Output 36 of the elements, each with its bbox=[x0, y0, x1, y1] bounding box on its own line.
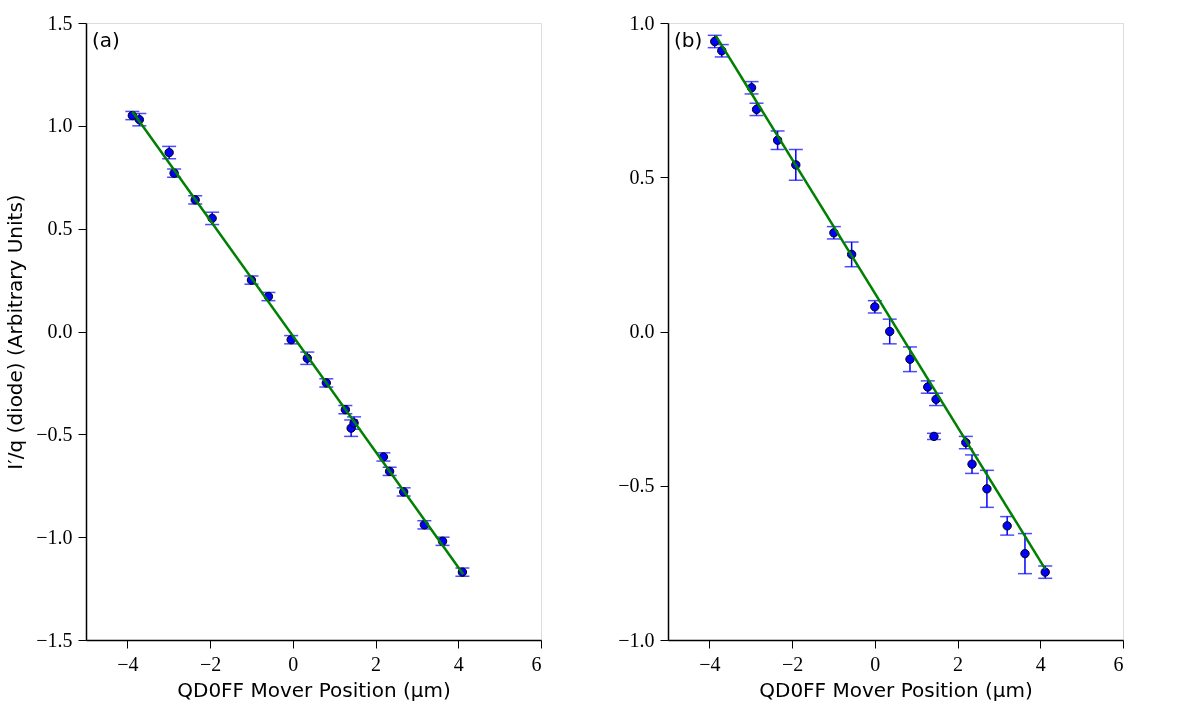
y-tick-label: −1.5 bbox=[36, 628, 73, 651]
point bbox=[929, 431, 939, 442]
y-tick-label: −0.5 bbox=[618, 474, 655, 497]
y-tick-label: 0.0 bbox=[47, 320, 73, 342]
point bbox=[967, 459, 977, 469]
point bbox=[1002, 521, 1012, 531]
y-tick-label: 1.0 bbox=[629, 11, 655, 34]
y-tick-label: −1.0 bbox=[618, 628, 655, 651]
annotation: (b) bbox=[674, 28, 703, 52]
point bbox=[1020, 548, 1030, 559]
x-tick-label: −2 bbox=[781, 652, 804, 675]
x-tick-label: 4 bbox=[453, 652, 464, 675]
x-tick-label: 0 bbox=[870, 652, 881, 675]
x-tick-label: 6 bbox=[1113, 652, 1124, 675]
y-tick-label: 0.0 bbox=[629, 320, 655, 342]
y-tick-label: −1.0 bbox=[36, 525, 73, 548]
x-tick-label: 6 bbox=[531, 652, 542, 675]
y-tick-label: 1.5 bbox=[47, 11, 73, 34]
x-tick-label: −4 bbox=[117, 652, 139, 675]
x-axis-title: QD0FF Mover Position (μm) bbox=[759, 677, 1033, 702]
x-tick-label: 0 bbox=[288, 652, 299, 675]
x-tick-label: 4 bbox=[1035, 652, 1046, 675]
x-tick-label: 2 bbox=[371, 652, 382, 675]
y-tick-label: 1.0 bbox=[47, 114, 73, 137]
y-tick-label: 0.5 bbox=[629, 165, 655, 188]
x-tick-label: 2 bbox=[953, 652, 964, 675]
x-tick-label: −2 bbox=[199, 652, 222, 675]
y-tick-label: 0.5 bbox=[47, 217, 73, 240]
point bbox=[982, 484, 992, 494]
y-tick-label: −0.5 bbox=[36, 422, 73, 445]
y-axis-title: I′/q (diode) (Arbitrary Units) bbox=[3, 194, 28, 470]
point bbox=[905, 354, 915, 364]
point bbox=[885, 326, 895, 337]
x-tick-label: −4 bbox=[699, 652, 721, 675]
annotation: (a) bbox=[92, 28, 120, 52]
x-axis-title: QD0FF Mover Position (μm) bbox=[177, 677, 451, 702]
